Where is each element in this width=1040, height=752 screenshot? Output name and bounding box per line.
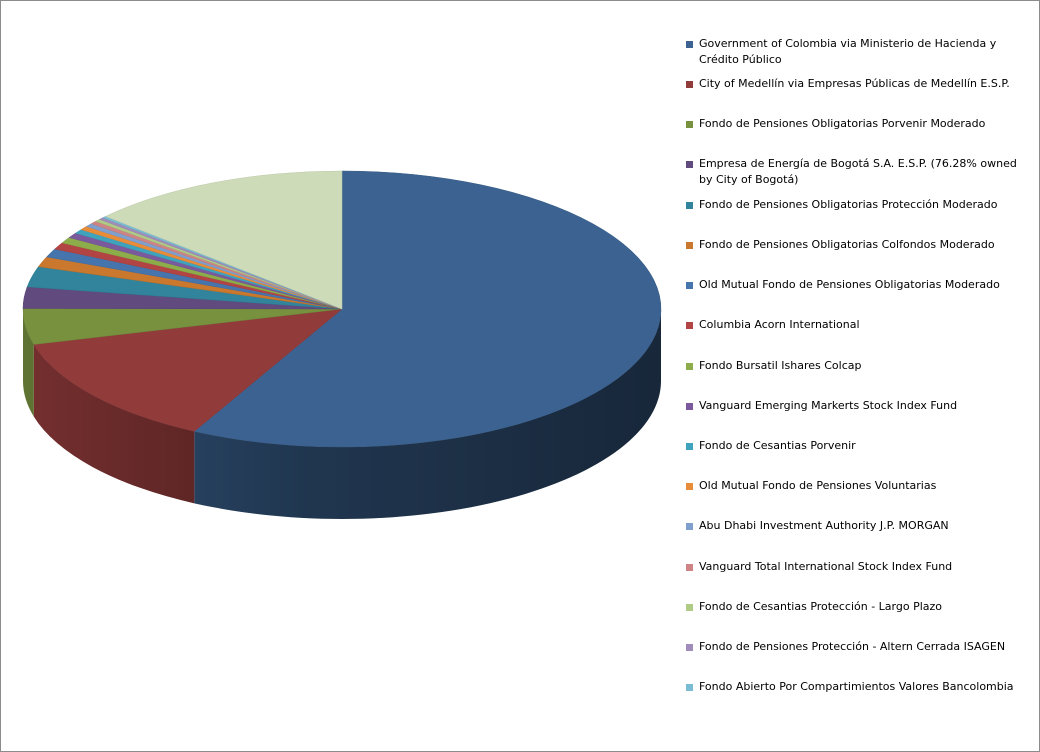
- legend-swatch: [686, 403, 693, 410]
- legend-item: Vanguard Emerging Markerts Stock Index F…: [686, 398, 1026, 414]
- legend-label: Vanguard Total International Stock Index…: [699, 560, 953, 573]
- legend-item: Old Mutual Fondo de Pensiones Obligatori…: [686, 277, 1026, 293]
- legend-item: Columbia Acorn International: [686, 317, 1026, 333]
- legend-label: Fondo Abierto Por Compartimientos Valore…: [699, 680, 1014, 693]
- legend-swatch: [686, 322, 693, 329]
- pie-slice: [104, 170, 343, 310]
- pie-slice: [33, 308, 343, 432]
- legend-swatch: [686, 604, 693, 611]
- legend-item: Vanguard Total International Stock Index…: [686, 559, 1026, 575]
- pie-slice-side: [23, 309, 34, 417]
- legend-swatch: [686, 202, 693, 209]
- legend-item: Government of Colombia via Ministerio de…: [686, 36, 1026, 68]
- legend-swatch: [686, 41, 693, 48]
- legend-label: Empresa de Energía de Bogotá S.A. E.S.P.…: [699, 157, 1017, 186]
- legend-item: City of Medellín via Empresas Públicas d…: [686, 76, 1026, 92]
- legend-label: Fondo de Pensiones Obligatorias Colfondo…: [699, 238, 995, 251]
- legend-item: Fondo de Pensiones Obligatorias Protecci…: [686, 197, 1026, 213]
- legend-item: Abu Dhabi Investment Authority J.P. MORG…: [686, 518, 1026, 534]
- legend-swatch: [686, 523, 693, 530]
- legend-item: Fondo Abierto Por Compartimientos Valore…: [686, 679, 1026, 695]
- legend-item: Fondo de Cesantias Porvenir: [686, 438, 1026, 454]
- legend-swatch: [686, 121, 693, 128]
- pie-slices: [22, 170, 662, 448]
- legend-item: Fondo de Pensiones Obligatorias Porvenir…: [686, 116, 1026, 132]
- legend-swatch: [686, 161, 693, 168]
- legend-item: Old Mutual Fondo de Pensiones Voluntaria…: [686, 478, 1026, 494]
- legend-label: City of Medellín via Empresas Públicas d…: [699, 77, 1010, 90]
- legend-item: Fondo de Cesantias Protección - Largo Pl…: [686, 599, 1026, 615]
- legend-label: Fondo Bursatil Ishares Colcap: [699, 359, 862, 372]
- pie-slice-side: [194, 309, 661, 520]
- legend-label: Fondo de Cesantias Protección - Largo Pl…: [699, 600, 943, 613]
- legend-swatch: [686, 363, 693, 370]
- legend-label: Fondo de Pensiones Obligatorias Porvenir…: [699, 117, 986, 130]
- legend-swatch: [686, 282, 693, 289]
- legend-swatch: [686, 644, 693, 651]
- legend-swatch: [686, 684, 693, 691]
- legend-label: Columbia Acorn International: [699, 318, 860, 331]
- legend-item: Empresa de Energía de Bogotá S.A. E.S.P.…: [686, 156, 1026, 188]
- legend-item: Fondo Bursatil Ishares Colcap: [686, 358, 1026, 374]
- legend-item: Fondo de Pensiones Obligatorias Colfondo…: [686, 237, 1026, 253]
- legend-label: Fondo de Pensiones Obligatorias Protecci…: [699, 198, 998, 211]
- legend-swatch: [686, 242, 693, 249]
- legend-label: Fondo de Cesantias Porvenir: [699, 439, 856, 452]
- pie-slice-side: [33, 344, 195, 504]
- legend-swatch: [686, 483, 693, 490]
- legend-swatch: [686, 564, 693, 571]
- legend-swatch: [686, 443, 693, 450]
- legend-label: Old Mutual Fondo de Pensiones Voluntaria…: [699, 479, 937, 492]
- pie-side-walls: [23, 309, 661, 520]
- legend-label: Old Mutual Fondo de Pensiones Obligatori…: [699, 278, 1000, 291]
- legend-label: Government of Colombia via Ministerio de…: [699, 37, 997, 66]
- legend-swatch: [686, 81, 693, 88]
- legend-label: Vanguard Emerging Markerts Stock Index F…: [699, 399, 958, 412]
- legend-item: Fondo de Pensiones Protección - Altern C…: [686, 639, 1026, 655]
- legend-label: Abu Dhabi Investment Authority J.P. MORG…: [699, 519, 949, 532]
- pie-slice: [193, 170, 662, 448]
- legend-label: Fondo de Pensiones Protección - Altern C…: [699, 640, 1006, 653]
